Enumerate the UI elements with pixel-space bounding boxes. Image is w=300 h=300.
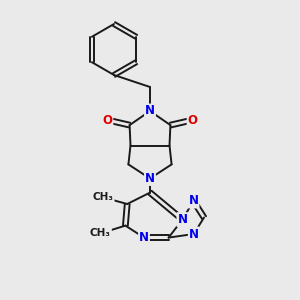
Text: N: N	[188, 194, 199, 208]
Text: CH₃: CH₃	[93, 192, 114, 203]
Text: N: N	[145, 172, 155, 185]
Text: N: N	[189, 227, 199, 241]
Text: N: N	[145, 104, 155, 118]
Text: CH₃: CH₃	[90, 228, 111, 239]
Text: O: O	[102, 113, 112, 127]
Text: O: O	[188, 113, 198, 127]
Text: N: N	[177, 213, 188, 226]
Text: N: N	[139, 231, 149, 244]
